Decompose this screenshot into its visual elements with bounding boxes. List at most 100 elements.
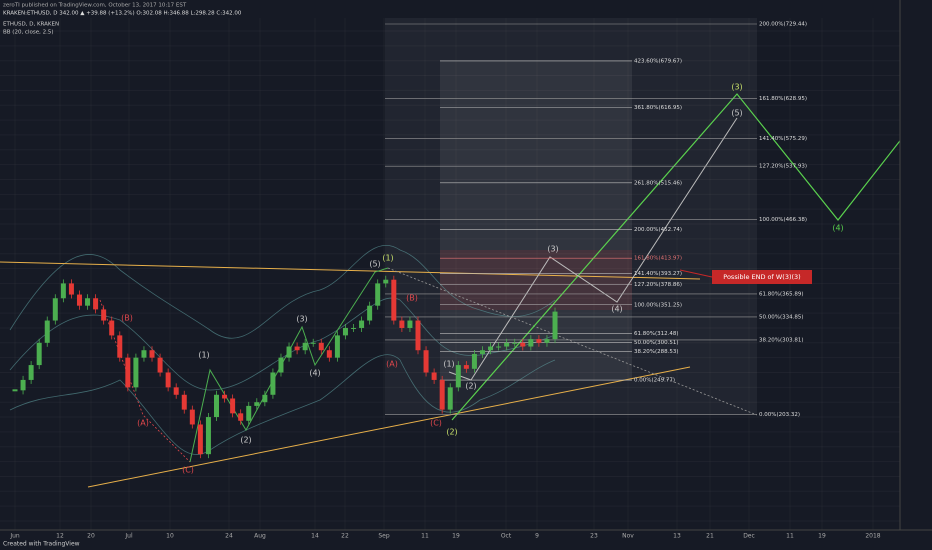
fib-label: 38.20%(303.81): [759, 337, 804, 343]
candle: [463, 365, 469, 369]
candle: [76, 294, 82, 306]
candle: [12, 389, 18, 392]
annotation-pointer: [679, 269, 713, 278]
bb-upper: [9, 244, 556, 339]
fib-label: 200.00%(452.74): [634, 227, 682, 233]
candle: [391, 279, 397, 321]
fib-label: 38.20%(288.53): [634, 349, 679, 355]
fib-label: 127.20%(537.93): [759, 164, 807, 170]
candle: [318, 342, 324, 351]
date-label: 19: [452, 533, 460, 540]
candle: [101, 309, 107, 321]
support-line: [87, 366, 691, 488]
date-label: 21: [706, 533, 714, 540]
fib-label: 50.00%(334.85): [759, 314, 804, 320]
date-label: 24: [225, 533, 233, 540]
symbol-line: ETHUSD, D, KRAKEN: [3, 22, 59, 28]
candle: [205, 417, 211, 455]
fib-label: 0.00%(203.32): [759, 412, 800, 418]
candle: [60, 283, 66, 299]
wave-label: (C): [430, 419, 442, 428]
indicator-line: BB (20, close, 2.5): [3, 30, 54, 36]
wave-label: (2): [240, 436, 251, 445]
candle: [93, 298, 99, 310]
candle: [222, 394, 228, 399]
fib-levels: 423.60%(679.67) 361.80%(616.95) 261.80%(51…: [385, 21, 807, 418]
fib-zone: [440, 250, 632, 310]
candle: [415, 320, 421, 351]
date-label: 12: [56, 533, 64, 540]
wave-label: (3): [296, 315, 307, 324]
wave-label: (1): [198, 351, 209, 360]
candle: [407, 320, 413, 328]
candle: [552, 311, 558, 340]
wave-label: (C): [182, 466, 194, 475]
projection-line: [448, 117, 738, 381]
date-label: Aug: [254, 533, 266, 540]
candle: [165, 372, 171, 388]
date-label: 20: [87, 533, 95, 540]
wave-line: [189, 267, 389, 463]
candle: [214, 394, 219, 418]
candle: [447, 387, 453, 410]
candle: [262, 394, 268, 403]
candle: [20, 379, 26, 391]
wave-label: (3): [547, 245, 558, 254]
date-label: 19: [818, 533, 826, 540]
candle: [326, 350, 332, 358]
fib-label: 361.80%(616.95): [634, 105, 682, 111]
wave-label: (5): [369, 260, 380, 269]
candle: [197, 424, 203, 455]
date-label: 22: [341, 533, 349, 540]
wave-label: (2): [465, 382, 476, 391]
candle: [359, 320, 365, 328]
fib-label: 61.80%(312.48): [634, 331, 679, 337]
candle: [189, 409, 195, 425]
footer: Created with TradingView: [3, 541, 80, 548]
candle: [399, 320, 405, 328]
candle: [455, 365, 461, 388]
candle: [238, 413, 244, 421]
price-axis: [900, 0, 932, 530]
fib-label: 141.40%(393.27): [634, 271, 682, 277]
date-label: Jul: [124, 533, 133, 540]
annotation-box: [712, 270, 812, 284]
fib-label: 423.60%(679.67): [634, 58, 682, 64]
candle: [36, 342, 42, 366]
wave-label: (B): [121, 314, 133, 323]
candle: [109, 320, 115, 336]
wave-label: (A): [386, 360, 398, 369]
fib-label: 141.40%(575.29): [759, 136, 807, 142]
candle: [528, 339, 534, 347]
date-label: 10: [166, 533, 174, 540]
candle: [52, 298, 58, 321]
candle: [44, 320, 50, 343]
candle: [157, 357, 163, 373]
candle: [504, 342, 510, 347]
wave-label: (B): [406, 294, 418, 303]
published-line: zeroTI published on TradingView.com, Oct…: [3, 3, 187, 9]
candle: [536, 339, 542, 343]
candle: [246, 405, 252, 421]
candle: [286, 346, 292, 358]
date-label: 9: [535, 533, 539, 540]
candle: [334, 335, 340, 358]
candle: [294, 346, 300, 351]
wave-label: (4): [611, 305, 622, 314]
date-label: Nov: [622, 533, 634, 540]
annotation: Possible END of W(3)(3): [723, 273, 800, 281]
candle: [310, 342, 316, 344]
wave-label: (3): [731, 83, 742, 92]
fib-label: 100.00%(466.38): [759, 217, 807, 223]
candle: [488, 346, 494, 351]
candle: [431, 372, 437, 380]
candles: [12, 275, 558, 459]
wave-label: (2): [446, 428, 457, 437]
candle: [383, 279, 389, 284]
fib-label: 200.00%(729.44): [759, 21, 807, 27]
date-label: 14: [311, 533, 319, 540]
fib-label: 61.80%(365.89): [759, 291, 804, 297]
date-label: 11: [786, 533, 794, 540]
candle: [28, 365, 34, 380]
date-label: 11: [421, 533, 429, 540]
